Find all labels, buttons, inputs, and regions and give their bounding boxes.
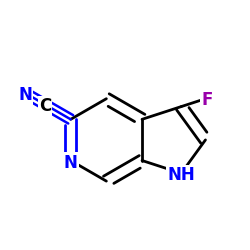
Text: F: F: [201, 91, 212, 109]
Text: C: C: [39, 98, 51, 116]
Text: N: N: [18, 86, 32, 104]
Text: NH: NH: [167, 166, 195, 184]
Text: N: N: [64, 154, 78, 172]
